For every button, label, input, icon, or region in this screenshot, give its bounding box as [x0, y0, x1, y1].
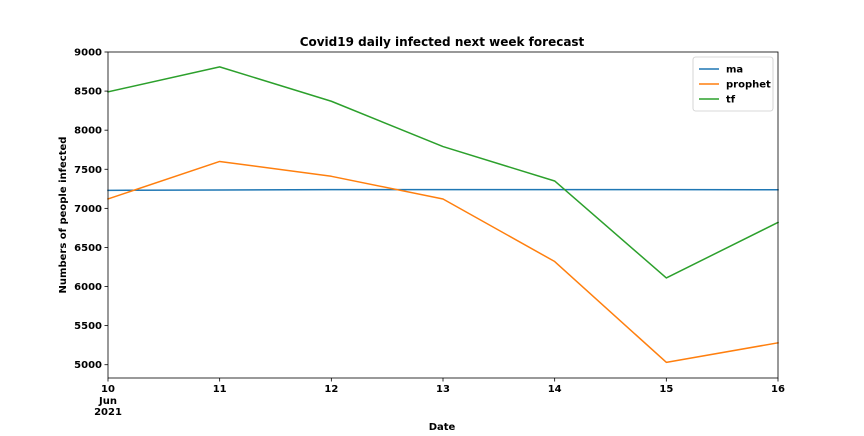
axes-layer: 5000 5500 6000 6500 7000 7500 8000 8500 9000 10 11… [74, 48, 785, 419]
legend-label-ma: ma [726, 65, 743, 76]
x-axis-label: Date [429, 422, 456, 432]
series-layer [107, 66, 780, 364]
legend-label-prophet: prophet [726, 80, 771, 91]
y-tick-label: 6000 [74, 282, 102, 293]
chart-title: Covid19 daily infected next week forecas… [300, 35, 585, 49]
y-tick-label: 5500 [74, 321, 102, 332]
legend-label-tf: tf [726, 95, 736, 106]
y-tick-label: 8000 [74, 126, 102, 137]
x-tick-label: 16 [771, 384, 785, 395]
x-tick-label: 13 [436, 384, 450, 395]
y-axis-label: Numbers of people infected [58, 137, 69, 294]
y-tick-label: 7500 [74, 165, 102, 176]
series-line-ma [107, 188, 779, 192]
x-tick-label: 10 [101, 384, 115, 395]
y-tick-label: 8500 [74, 87, 102, 98]
y-tick-label: 9000 [74, 48, 102, 59]
x-tick-label: 15 [659, 384, 673, 395]
x-tick-sublabel: Jun [98, 396, 117, 407]
x-tick-label: 14 [548, 384, 562, 395]
y-tick-label: 5000 [74, 360, 102, 371]
legend-box [692, 56, 774, 112]
series-line-prophet [107, 160, 779, 364]
x-tick-label: 12 [324, 384, 338, 395]
x-tick-label: 11 [213, 384, 227, 395]
series-line-tf [107, 66, 780, 279]
y-tick-label: 6500 [74, 243, 102, 254]
plot-background [108, 52, 778, 378]
x-tick-sublabel: 2021 [94, 407, 122, 418]
y-tick-label: 7000 [74, 204, 102, 215]
legend: ma prophet tf [692, 56, 774, 112]
plot-area [108, 52, 778, 378]
